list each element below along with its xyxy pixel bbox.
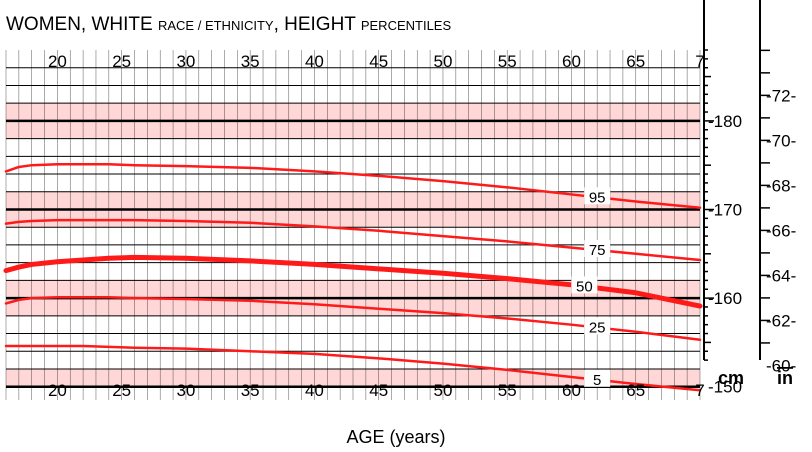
x-tick-label-bottom: 25 bbox=[112, 381, 131, 400]
percentile-50-label: 50 bbox=[576, 278, 593, 295]
inch-tick-label: -70- bbox=[766, 131, 796, 150]
chart-series-group: 95 75 50 25 5 bbox=[3, 163, 703, 392]
percentile-5-line bbox=[4, 344, 702, 392]
x-tick-label-bottom: 60 bbox=[562, 381, 581, 400]
percentile-50-line bbox=[3, 254, 703, 309]
percentile-75-label: 75 bbox=[589, 242, 606, 259]
x-axis-label: AGE (years) bbox=[346, 427, 445, 447]
percentile-label-background bbox=[584, 369, 611, 387]
cm-tick-label: -180 bbox=[708, 112, 742, 131]
percentile-label-background bbox=[571, 276, 598, 294]
inch-tick-label: -68- bbox=[766, 176, 796, 195]
x-tick-label-top: 65 bbox=[626, 52, 645, 71]
inch-tick-label: -60- bbox=[766, 356, 796, 375]
x-tick-label-top: 50 bbox=[434, 52, 453, 71]
percentile-25-label: 25 bbox=[589, 320, 606, 337]
cm-tick-label: -170 bbox=[708, 200, 742, 219]
x-tick-label-top: 60 bbox=[562, 52, 581, 71]
x-tick-label-top: 7 bbox=[695, 52, 704, 71]
chart-axes-group: 20 20 25 25 30 30 35 35 40 40 45 45 50 50 55 55 60 60 65 65… bbox=[48, 0, 796, 400]
chart-title: WOMEN, WHITE RACE / ETHNICITY, HEIGHT PE… bbox=[6, 14, 451, 35]
x-tick-label-top: 25 bbox=[112, 52, 131, 71]
inch-tick-label: -62- bbox=[766, 311, 796, 330]
x-tick-label-top: 20 bbox=[48, 52, 67, 71]
percentile-label-background bbox=[584, 317, 611, 335]
x-tick-label-top: 35 bbox=[241, 52, 260, 71]
x-tick-label-bottom: 65 bbox=[626, 381, 645, 400]
x-tick-label-bottom: 45 bbox=[369, 381, 388, 400]
x-tick-label-top: 40 bbox=[305, 52, 324, 71]
x-tick-label-bottom: 55 bbox=[498, 381, 517, 400]
percentile-label-background bbox=[584, 240, 611, 258]
inch-unit-label: in bbox=[777, 368, 793, 388]
percentile-5-label: 5 bbox=[593, 372, 601, 389]
percentile-95-line bbox=[4, 163, 702, 209]
inch-tick-label: -66- bbox=[766, 221, 796, 240]
x-tick-label-bottom: 20 bbox=[48, 381, 67, 400]
percentile-25-line bbox=[4, 295, 702, 341]
x-tick-label-bottom: 35 bbox=[241, 381, 260, 400]
x-tick-label-top: 45 bbox=[369, 52, 388, 71]
x-tick-label-bottom: 7 bbox=[695, 381, 704, 400]
cm-tick-label: -150 bbox=[708, 378, 742, 397]
x-tick-label-bottom: 30 bbox=[176, 381, 195, 400]
percentile-label-background bbox=[584, 187, 611, 205]
x-tick-label-top: 30 bbox=[176, 52, 195, 71]
inch-tick-label: -72- bbox=[766, 86, 796, 105]
x-tick-label-bottom: 40 bbox=[305, 381, 324, 400]
percentile-95-label: 95 bbox=[589, 189, 606, 206]
cm-tick-label: -160 bbox=[708, 289, 742, 308]
cm-unit-label: cm bbox=[718, 368, 744, 388]
percentile-75-line bbox=[4, 218, 702, 262]
x-tick-label-bottom: 50 bbox=[434, 381, 453, 400]
inch-tick-label: -64- bbox=[766, 266, 796, 285]
x-tick-label-top: 55 bbox=[498, 52, 517, 71]
